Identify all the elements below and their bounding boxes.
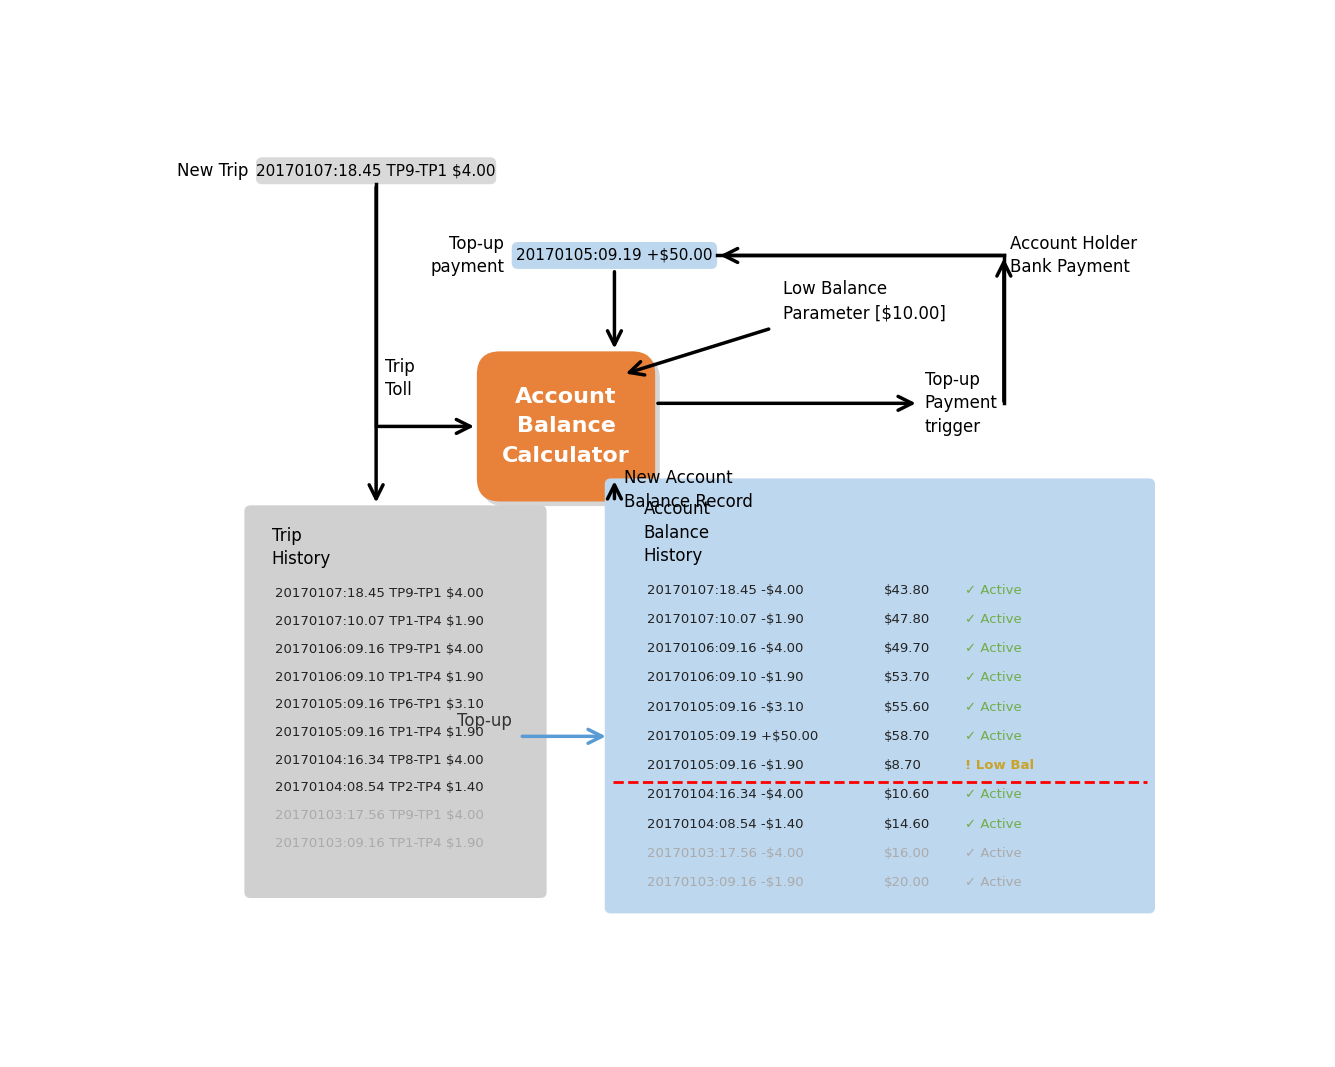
Text: ! Low Bal: ! Low Bal: [965, 759, 1035, 773]
Text: New Account
Balance Record: New Account Balance Record: [623, 469, 753, 511]
FancyBboxPatch shape: [256, 157, 497, 185]
Text: 20170107:18.45 -$4.00: 20170107:18.45 -$4.00: [647, 584, 804, 596]
FancyBboxPatch shape: [482, 356, 659, 506]
Text: Trip
Toll: Trip Toll: [386, 357, 415, 399]
Text: 20170105:09.16 TP1-TP4 $1.90: 20170105:09.16 TP1-TP4 $1.90: [275, 726, 485, 739]
Text: $8.70: $8.70: [884, 759, 921, 773]
Text: ✓ Active: ✓ Active: [965, 612, 1021, 626]
Text: $10.60: $10.60: [884, 789, 930, 801]
Text: Account
Balance
Calculator: Account Balance Calculator: [502, 387, 630, 466]
Text: 20170106:09.10 TP1-TP4 $1.90: 20170106:09.10 TP1-TP4 $1.90: [275, 670, 485, 684]
Text: $53.70: $53.70: [884, 671, 930, 684]
Text: ✓ Active: ✓ Active: [965, 847, 1021, 860]
Text: 20170107:18.45 TP9-TP1 $4.00: 20170107:18.45 TP9-TP1 $4.00: [256, 163, 495, 178]
FancyBboxPatch shape: [244, 506, 546, 898]
Text: Low Balance
Parameter [$10.00]: Low Balance Parameter [$10.00]: [784, 281, 947, 322]
Text: 20170105:09.19 +$50.00: 20170105:09.19 +$50.00: [517, 248, 713, 262]
Text: 20170105:09.16 TP6-TP1 $3.10: 20170105:09.16 TP6-TP1 $3.10: [275, 698, 485, 712]
Text: ✓ Active: ✓ Active: [965, 642, 1021, 655]
Text: 20170104:08.54 TP2-TP4 $1.40: 20170104:08.54 TP2-TP4 $1.40: [275, 781, 485, 795]
Text: 20170106:09.10 -$1.90: 20170106:09.10 -$1.90: [647, 671, 804, 684]
Text: $43.80: $43.80: [884, 584, 930, 596]
Text: Trip
History: Trip History: [271, 527, 331, 569]
Text: 20170105:09.16 -$1.90: 20170105:09.16 -$1.90: [647, 759, 804, 773]
Text: 20170104:08.54 -$1.40: 20170104:08.54 -$1.40: [647, 817, 804, 830]
Text: ✓ Active: ✓ Active: [965, 671, 1021, 684]
Text: 20170107:10.07 TP1-TP4 $1.90: 20170107:10.07 TP1-TP4 $1.90: [275, 615, 485, 628]
Text: $58.70: $58.70: [884, 730, 930, 743]
Text: $49.70: $49.70: [884, 642, 930, 655]
Text: 20170104:16.34 -$4.00: 20170104:16.34 -$4.00: [647, 789, 804, 801]
Text: 20170105:09.19 +$50.00: 20170105:09.19 +$50.00: [647, 730, 818, 743]
Text: 20170103:09.16 TP1-TP4 $1.90: 20170103:09.16 TP1-TP4 $1.90: [275, 837, 485, 850]
FancyBboxPatch shape: [605, 478, 1155, 913]
FancyBboxPatch shape: [511, 242, 717, 269]
Text: $47.80: $47.80: [884, 612, 930, 626]
Text: 20170103:09.16 -$1.90: 20170103:09.16 -$1.90: [647, 876, 804, 889]
Text: ✓ Active: ✓ Active: [965, 817, 1021, 830]
Text: ✓ Active: ✓ Active: [965, 584, 1021, 596]
Text: $14.60: $14.60: [884, 817, 930, 830]
Text: Account
Balance
History: Account Balance History: [643, 500, 710, 566]
Text: 20170107:10.07 -$1.90: 20170107:10.07 -$1.90: [647, 612, 804, 626]
Text: 20170103:17.56 TP9-TP1 $4.00: 20170103:17.56 TP9-TP1 $4.00: [275, 809, 485, 823]
Text: 20170106:09.16 TP9-TP1 $4.00: 20170106:09.16 TP9-TP1 $4.00: [275, 642, 483, 656]
Text: Top-up
Payment
trigger: Top-up Payment trigger: [925, 370, 997, 436]
Text: 20170106:09.16 -$4.00: 20170106:09.16 -$4.00: [647, 642, 804, 655]
Text: 20170107:18.45 TP9-TP1 $4.00: 20170107:18.45 TP9-TP1 $4.00: [275, 588, 485, 601]
Text: Top-up: Top-up: [457, 712, 511, 730]
Text: 20170104:16.34 TP8-TP1 $4.00: 20170104:16.34 TP8-TP1 $4.00: [275, 753, 485, 767]
Text: 20170103:17.56 -$4.00: 20170103:17.56 -$4.00: [647, 847, 804, 860]
Text: Top-up
payment: Top-up payment: [430, 235, 505, 276]
Text: ✓ Active: ✓ Active: [965, 876, 1021, 889]
Text: New Trip: New Trip: [176, 162, 248, 179]
Text: Account Holder
Bank Payment: Account Holder Bank Payment: [1011, 235, 1137, 276]
FancyBboxPatch shape: [477, 351, 655, 501]
Text: ✓ Active: ✓ Active: [965, 789, 1021, 801]
Text: 20170105:09.16 -$3.10: 20170105:09.16 -$3.10: [647, 701, 804, 714]
Text: $16.00: $16.00: [884, 847, 930, 860]
Text: ✓ Active: ✓ Active: [965, 701, 1021, 714]
Text: $55.60: $55.60: [884, 701, 930, 714]
Text: ✓ Active: ✓ Active: [965, 730, 1021, 743]
Text: $20.00: $20.00: [884, 876, 930, 889]
